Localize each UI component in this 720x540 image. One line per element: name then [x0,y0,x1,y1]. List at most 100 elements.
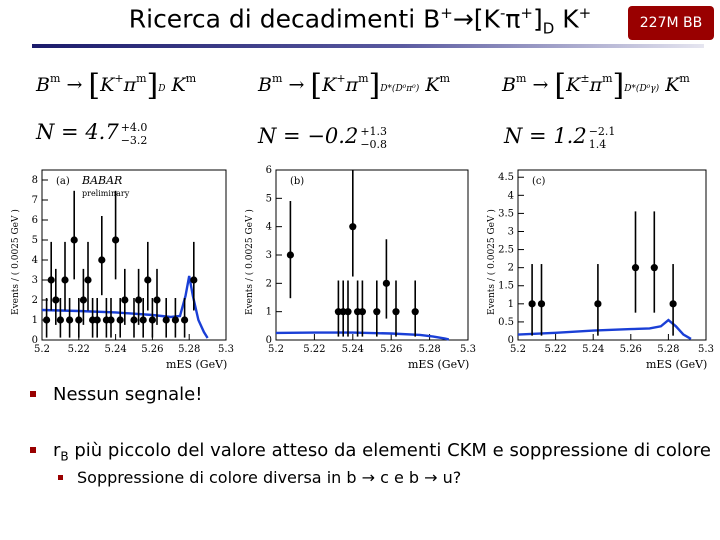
bullet-sub: B [60,449,69,464]
bullet-no-signal: Nessun segnale! [30,384,202,405]
y-tick-label: 3 [508,226,514,237]
title-sub: D [542,19,555,38]
formula-mark: m [271,72,283,85]
preliminary-label: preliminary [82,189,130,198]
data-point [528,300,536,308]
slide-title: Ricerca di decadimenti B+→[K-π+]D K+ [110,4,610,37]
data-point [47,276,55,284]
y-tick-label: 6 [32,215,38,226]
data-point [594,300,602,308]
mes-plot-c: 5.2 5.22 5.24 5.26 5.28 5.3 0 0.5 1 1.5 2 2.5 3 3.5 4 4… [486,169,714,371]
data-point [70,236,78,244]
data-point [61,276,69,284]
x-tick-label: 5.3 [218,344,234,355]
formula-bracket: [ [310,68,323,103]
babar-watermark: BABAR [81,174,122,187]
formula-mark: m [679,72,690,85]
fit-curve [517,318,692,340]
formula-mark: m [136,72,147,85]
formula-mark: m [185,72,197,85]
decay-formula-c: Bm → [K±πm]D*(D⁰γ) Km [502,68,690,103]
y-tick-label: 3.5 [498,208,514,219]
y-tick-label: 1 [32,315,38,326]
formula-arrow: → [66,74,83,96]
formula-bracket: ] [368,68,381,103]
data-point [135,296,143,304]
formula-sub: D*(D⁰π⁰) [380,84,420,94]
formula-mark: m [49,72,61,85]
yield-value: N = 1.2 [504,124,587,148]
formula-tail: K [665,74,680,96]
yield-errors: −2.1 1.4 [589,125,616,151]
formula-pion: π [589,74,603,96]
yield-error-down: −3.2 [120,133,148,147]
y-axis-label: Events / ( 0.0025 GeV ) [244,209,255,315]
data-point [139,316,147,324]
yield-error-down: 1.4 [588,137,607,151]
title-sup: + [440,4,453,22]
data-point [392,308,400,316]
panel-label: (b) [290,176,304,187]
sub-bullet-text: Soppressione di colore diversa in b → c … [77,468,462,487]
formula-tail: K [171,74,186,96]
bullet-text: r [53,440,61,461]
y-tick-label: 2 [266,278,272,289]
x-tick-label: 5.2 [268,344,284,355]
data-point [171,316,179,324]
data-point [669,300,677,308]
bullet-square-icon [30,391,36,397]
fit-curve [41,275,209,339]
formula-mark: m [602,72,613,85]
data-point [631,264,640,272]
data-point [650,264,658,272]
yield-errors: +4.0 −3.2 [121,121,148,147]
y-tick-label: 3 [32,275,38,286]
formula-mark: m [358,72,369,85]
formula-lead: B [36,74,50,96]
y-tick-label: 4 [508,190,514,201]
plot-frame [275,169,469,341]
x-axis-label: mES (GeV) [166,358,227,371]
data-point [93,316,101,324]
data-point [349,223,357,231]
formula-charge: + [336,72,346,85]
y-axis-label: Events / ( 0.0025 GeV ) [10,209,21,315]
formula-sub: D [158,84,166,94]
yield-c: N = 1.2 −2.1 1.4 [504,124,615,151]
formula-pion: π [123,74,137,96]
x-tick-label: 5.22 [303,344,325,355]
data-point [162,316,170,324]
y-tick-label: 2 [508,263,514,274]
formula-lead: B [502,74,516,96]
data-point [153,296,161,304]
data-point [56,316,64,324]
x-tick-label: 5.3 [460,344,476,355]
data-point [98,256,106,264]
data-point [411,308,419,316]
yield-errors: +1.3 −0.8 [360,125,387,151]
bullet-square-icon [30,447,36,453]
x-axis-label: mES (GeV) [408,358,469,371]
data-point [43,316,51,324]
title-arrow: →[K [452,4,500,34]
title-pi: π [505,4,521,34]
data-point [84,276,92,284]
x-tick-label: 5.26 [620,344,642,355]
y-tick-label: 1.5 [498,281,514,292]
data-point [75,316,83,324]
data-point [116,316,124,324]
title-bracket: ] [533,4,543,34]
formula-bracket: ] [146,68,159,103]
formula-bracket: [ [88,68,101,103]
formula-arrow: → [532,74,549,96]
title-sup: + [520,4,533,22]
title-kaon: K [554,4,579,34]
data-point [358,308,366,316]
data-point [66,316,74,324]
y-tick-label: 5 [266,193,272,204]
data-point [537,300,546,308]
y-tick-label: 1 [508,299,514,310]
y-tick-label: 6 [266,165,272,176]
y-tick-label: 7 [32,195,38,206]
mes-plot-a: 5.2 5.22 5.24 5.26 5.28 5.3 0 1 2 3 4 5 6 7 8 Events / … [10,169,234,371]
